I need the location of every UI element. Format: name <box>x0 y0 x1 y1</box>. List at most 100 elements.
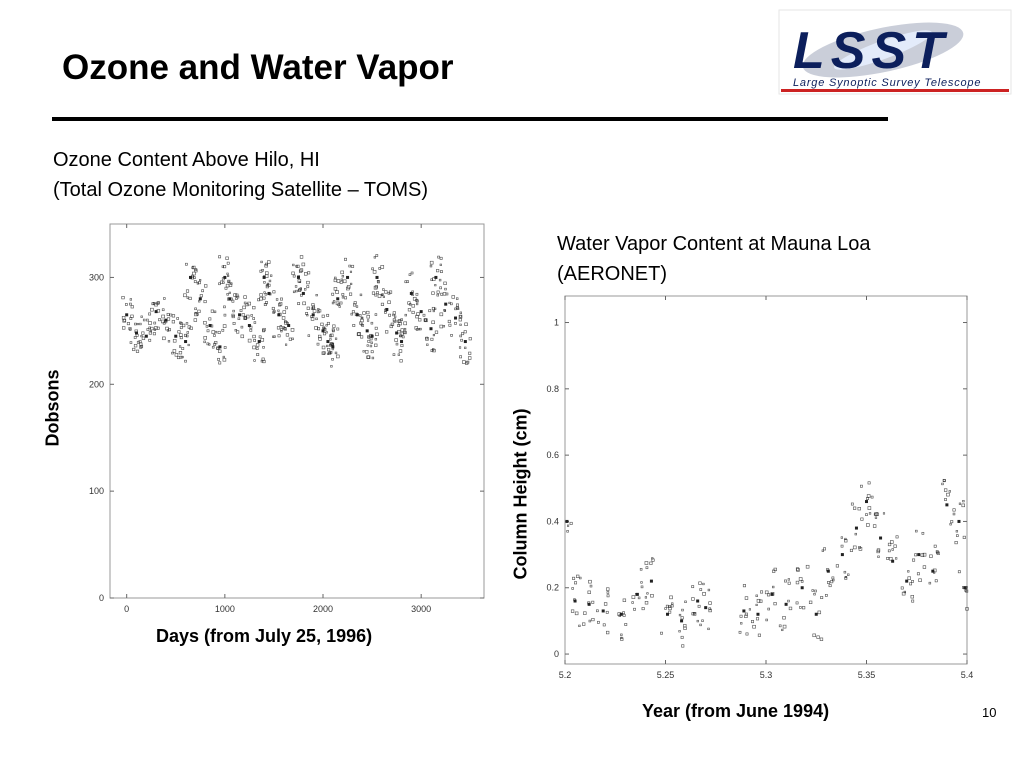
data-point <box>166 317 171 321</box>
data-point <box>208 343 211 346</box>
data-point <box>285 343 288 346</box>
data-point <box>744 596 749 600</box>
data-point <box>459 334 462 338</box>
data-point <box>275 298 279 301</box>
data-point <box>591 618 595 622</box>
data-point <box>395 331 399 335</box>
x-tick-label: 5.4 <box>961 670 974 680</box>
data-point <box>788 606 793 611</box>
data-point <box>326 321 330 325</box>
data-point <box>681 608 684 612</box>
data-point <box>253 359 256 362</box>
data-point <box>322 332 327 336</box>
data-point <box>351 264 355 268</box>
data-point <box>767 607 770 611</box>
data-point <box>369 344 373 348</box>
data-point <box>459 314 462 318</box>
data-point <box>817 610 822 615</box>
data-point <box>708 601 712 605</box>
data-point <box>141 331 145 335</box>
data-point <box>849 548 853 552</box>
data-point <box>181 347 185 350</box>
data-point <box>162 336 166 341</box>
data-point <box>699 588 703 591</box>
logo-galaxy-core <box>834 30 932 70</box>
data-point <box>185 322 189 325</box>
data-point <box>344 296 348 300</box>
data-point <box>403 321 408 326</box>
data-point <box>949 523 952 526</box>
data-point <box>136 322 139 326</box>
data-point <box>247 338 252 343</box>
data-point <box>222 355 225 359</box>
data-point <box>460 338 463 342</box>
data-point <box>163 297 166 300</box>
data-point <box>335 301 340 306</box>
data-point <box>683 624 687 628</box>
logo-underline <box>781 89 1009 92</box>
data-point <box>198 297 202 301</box>
data-point <box>597 620 600 624</box>
data-point <box>852 545 857 550</box>
data-point <box>299 255 304 259</box>
data-point <box>622 611 625 615</box>
data-point <box>257 340 261 344</box>
water-caption: Water Vapor Content at Mauna Loa (AERONE… <box>557 229 871 289</box>
data-point <box>211 345 215 349</box>
lsst-logo: LSST Large Synoptic Survey Telescope <box>778 9 1012 95</box>
data-point <box>840 544 844 548</box>
data-point <box>243 295 247 299</box>
data-point <box>370 350 374 354</box>
data-point <box>301 291 305 295</box>
data-point <box>411 293 414 296</box>
data-point <box>221 328 225 332</box>
data-point <box>185 289 190 293</box>
data-point <box>206 342 210 346</box>
data-point <box>205 325 209 328</box>
data-point <box>203 300 207 304</box>
data-point <box>232 309 235 313</box>
data-point <box>965 586 968 589</box>
data-point <box>227 279 231 283</box>
data-point <box>917 553 921 557</box>
data-point <box>247 324 251 328</box>
data-point <box>230 282 233 285</box>
data-point <box>262 296 266 300</box>
data-point <box>941 482 944 486</box>
data-point <box>808 600 813 605</box>
data-point <box>270 274 273 277</box>
data-point <box>154 302 158 307</box>
data-point <box>756 612 760 616</box>
data-point <box>891 548 894 551</box>
data-point <box>467 356 472 360</box>
data-point <box>458 346 462 349</box>
data-point <box>326 340 330 344</box>
data-point <box>153 328 157 331</box>
data-point <box>430 278 434 282</box>
data-point <box>755 603 758 606</box>
data-point <box>264 301 268 305</box>
y-tick-label: 0 <box>99 593 104 603</box>
data-point <box>226 272 229 275</box>
data-point <box>150 307 154 312</box>
data-point <box>572 576 576 580</box>
data-point <box>252 345 256 350</box>
data-point <box>891 559 895 563</box>
data-point <box>795 580 800 585</box>
data-point <box>306 285 310 289</box>
data-point <box>439 263 442 266</box>
data-point <box>350 282 353 285</box>
data-point <box>373 256 376 259</box>
data-point <box>424 318 427 322</box>
data-point <box>376 291 379 295</box>
x-tick-label: 3000 <box>411 604 431 614</box>
y-tick-label: 300 <box>89 272 104 282</box>
data-point <box>701 619 704 622</box>
data-point <box>587 601 591 605</box>
data-point <box>362 311 366 315</box>
data-point <box>150 326 154 331</box>
data-point <box>962 535 966 539</box>
data-point <box>311 313 315 317</box>
data-point <box>278 303 282 307</box>
data-point <box>216 347 219 350</box>
